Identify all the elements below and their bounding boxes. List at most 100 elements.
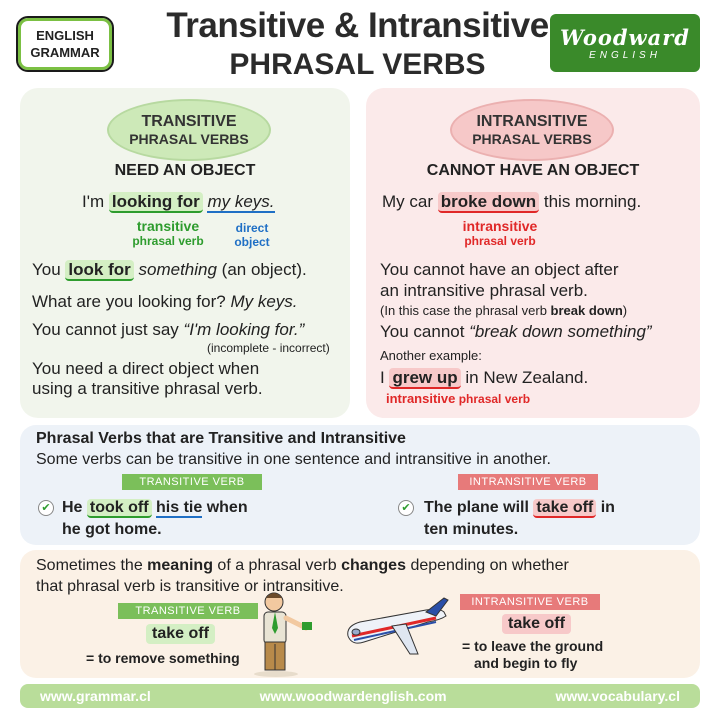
text: You cannot <box>380 322 465 341</box>
intransitive-sentence-1: You cannot have an object after an intra… <box>380 259 619 301</box>
badge-line2: GRAMMAR <box>30 45 100 60</box>
text: this morning. <box>543 192 642 211</box>
example-verb: looking for <box>108 192 203 213</box>
transitive-verb-label: transitive phrasal verb <box>118 219 218 249</box>
label-line2: phrasal verb <box>464 234 536 248</box>
transitive-verb-tag: TRANSITIVE VERB <box>118 603 258 619</box>
intransitive-oval: INTRANSITIVE PHRASAL VERBS <box>450 99 614 161</box>
text: (In this case the phrasal verb <box>380 303 547 318</box>
text: and begin to fly <box>474 655 578 671</box>
text: when <box>206 499 248 516</box>
direct-object-label: direct object <box>222 221 282 249</box>
text-bold: break down <box>550 303 623 318</box>
text: he got home. <box>62 521 162 538</box>
object: his tie <box>156 499 203 518</box>
intransitive-sentence-3: You cannot “break down something” <box>380 322 652 342</box>
label-line2: object <box>234 235 270 249</box>
transitive-take-off-example: He took off his tie when he got home. <box>62 497 248 541</box>
text: ten minutes. <box>424 521 519 538</box>
text: in New Zealand. <box>465 368 589 387</box>
meaning-text: Sometimes the meaning of a phrasal verb … <box>36 555 569 597</box>
text-bold: meaning <box>147 557 213 574</box>
text: an intransitive phrasal verb. <box>380 281 588 300</box>
woodward-logo: Woodward ENGLISH <box>550 14 700 72</box>
label-part1: intransitive <box>386 391 456 406</box>
transitive-take-off: take off <box>146 624 215 644</box>
text: = to leave the ground <box>462 638 604 654</box>
transitive-oval: TRANSITIVE PHRASAL VERBS <box>107 99 271 161</box>
text: He <box>62 499 83 516</box>
text: You need a direct object when <box>32 359 260 378</box>
verb: broke down <box>437 192 540 213</box>
text: that phrasal verb is transitive or intra… <box>36 578 344 595</box>
text: (an object). <box>221 260 307 279</box>
oval-title: TRANSITIVE <box>141 113 237 130</box>
text-italic: “I'm looking for.” <box>183 320 305 339</box>
intransitive-verb-tag: INTRANSITIVE VERB <box>458 474 598 490</box>
text-bold: changes <box>341 557 406 574</box>
example-prefix: I'm <box>82 192 105 211</box>
transitive-sentence-4: You need a direct object when using a tr… <box>32 359 263 399</box>
text-italic: “break down something” <box>469 322 652 341</box>
transitive-sentence-2: What are you looking for? My keys. <box>32 292 298 312</box>
text: What are you looking for? <box>32 292 226 311</box>
logo-sub-text: ENGLISH <box>589 50 661 61</box>
text: You cannot have an object after <box>380 260 619 279</box>
intransitive-note: (In this case the phrasal verb break dow… <box>380 303 627 318</box>
link-vocabulary[interactable]: www.vocabulary.cl <box>555 688 680 704</box>
transitive-verb-tag: TRANSITIVE VERB <box>122 474 262 490</box>
label-line1: transitive <box>136 218 200 234</box>
verb: look for <box>65 260 134 281</box>
transitive-sentence-1: You look for something (an object). <box>32 260 307 281</box>
intransitive-verb-label: intransitive phrasal verb <box>445 219 555 249</box>
label-line1: direct <box>235 221 269 235</box>
need-object-heading: NEED AN OBJECT <box>114 162 256 179</box>
link-grammar[interactable]: www.grammar.cl <box>40 688 151 704</box>
transitive-example: I'm looking for my keys. <box>82 192 275 213</box>
text: depending on whether <box>410 557 569 574</box>
intransitive-take-off: take off <box>502 614 571 634</box>
verb: took off <box>86 499 152 518</box>
text: The plane will <box>424 499 529 516</box>
oval-subtitle: PHRASAL VERBS <box>129 131 249 147</box>
text: My car <box>382 192 433 211</box>
intransitive-sentence-5: I grew up in New Zealand. <box>380 368 589 389</box>
text-italic: My keys. <box>230 292 298 311</box>
text: of a phrasal verb <box>217 557 337 574</box>
cannot-have-object-heading: CANNOT HAVE AN OBJECT <box>426 162 640 179</box>
grew-up-label: intransitive phrasal verb <box>386 391 530 406</box>
label-line1: intransitive <box>462 218 538 234</box>
oval-title: INTRANSITIVE <box>476 113 588 130</box>
link-woodward[interactable]: www.woodwardenglish.com <box>259 688 447 704</box>
page-title: Transitive & Intransitive <box>166 6 549 45</box>
object: something <box>138 260 217 279</box>
another-example: Another example: <box>380 348 482 363</box>
text: You cannot just say <box>32 320 179 339</box>
text: ) <box>622 303 628 318</box>
label-line2: phrasal verb <box>132 234 204 248</box>
intransitive-verb-tag: INTRANSITIVE VERB <box>460 594 600 610</box>
both-types-heading: Phrasal Verbs that are Transitive and In… <box>36 430 406 447</box>
english-grammar-badge: ENGLISH GRAMMAR <box>16 16 114 72</box>
text: You <box>32 260 61 279</box>
oval-subtitle: PHRASAL VERBS <box>472 131 592 147</box>
badge-line1: ENGLISH <box>36 28 94 43</box>
transitive-sentence-3: You cannot just say “I'm looking for.” <box>32 320 304 340</box>
airplane-illustration <box>347 597 449 655</box>
text: I <box>380 368 385 387</box>
footer-links: www.grammar.cl www.woodwardenglish.com w… <box>20 684 700 708</box>
text: in <box>600 499 615 516</box>
intransitive-take-off-example: The plane will take off in ten minutes. <box>424 497 615 541</box>
intransitive-example: My car broke down this morning. <box>382 192 642 213</box>
both-types-subheading: Some verbs can be transitive in one sent… <box>36 451 551 468</box>
intransitive-definition: = to leave the ground and begin to fly <box>462 638 603 672</box>
text: Sometimes the <box>36 557 143 574</box>
page-subtitle: PHRASAL VERBS <box>229 48 486 81</box>
verb: grew up <box>389 368 461 389</box>
transitive-definition: = to remove something <box>86 650 240 666</box>
example-object: my keys. <box>207 192 275 213</box>
logo-main-text: Woodward <box>559 25 690 50</box>
checkmark-icon: ✔ <box>398 500 414 516</box>
man-removing-tie-illustration <box>254 592 312 677</box>
checkmark-icon: ✔ <box>38 500 54 516</box>
